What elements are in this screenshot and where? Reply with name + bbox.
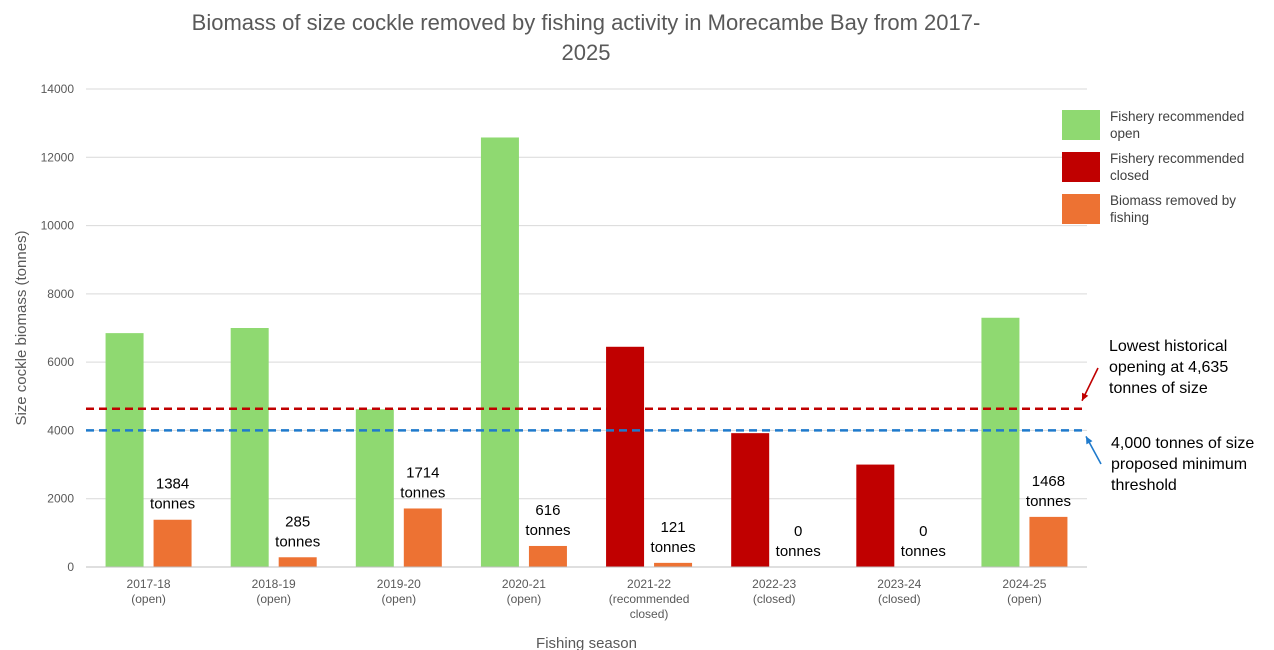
bars — [105, 137, 1068, 568]
legend-item-open: Fishery recommended open — [1062, 108, 1274, 144]
bar-biomass-2 — [355, 409, 394, 567]
x-tick-label-6-1: (closed) — [878, 592, 921, 606]
annotation-lowest-line-3: tonnes of size — [1109, 380, 1208, 397]
x-tick-label-0-0: 2017-18 — [127, 577, 171, 591]
legend-label-removed: Biomass removed by fishing — [1110, 193, 1237, 225]
y-axis-title: Size cockle biomass (tonnes) — [13, 230, 30, 425]
bar-biomass-5 — [731, 433, 770, 567]
bar-removed-7 — [1029, 516, 1068, 567]
bar-removed-3 — [528, 545, 567, 567]
legend-swatch-open — [1062, 110, 1100, 140]
annotation-lowest-line-2: opening at 4,635 — [1109, 359, 1229, 376]
data-label-removed-3-0: 616 — [535, 502, 560, 519]
data-label-removed-4-0: 121 — [661, 519, 686, 536]
data-labels: 1384 tonnes 285 tonnes 1714 tonnes 616 tonnes 12… — [150, 464, 1071, 560]
annotation-minimum-threshold: 4,000 tonnes of size proposed minimum th… — [1111, 433, 1254, 496]
legend-item-removed: Biomass removed by fishing — [1062, 192, 1274, 228]
data-label-removed-5-0: 0 — [794, 523, 802, 540]
data-label-removed-6-0: 0 — [919, 523, 927, 540]
data-label-removed-6-1: tonnes — [901, 543, 946, 560]
data-label-removed-1-1: tonnes — [275, 533, 320, 550]
data-label-removed-1-0: 285 — [285, 513, 310, 530]
y-tick-label-12000: 12000 — [41, 150, 75, 164]
data-label-removed-0-0: 1384 — [156, 476, 189, 493]
data-label-removed-3-1: tonnes — [525, 522, 570, 539]
bar-biomass-3 — [480, 137, 519, 568]
bar-removed-1 — [278, 557, 317, 567]
x-tick-label-2-0: 2019-20 — [377, 577, 421, 591]
y-tick-label-2000: 2000 — [47, 492, 74, 506]
x-tick-label-5-0: 2022-23 — [752, 577, 796, 591]
legend-swatch-closed — [1062, 152, 1100, 182]
y-tick-label-6000: 6000 — [47, 355, 74, 369]
y-tick-label-0: 0 — [67, 560, 74, 574]
x-tick-label-6-0: 2023-24 — [877, 577, 921, 591]
y-tick-label-14000: 14000 — [41, 82, 75, 96]
annotation-lowest-historical: Lowest historical opening at 4,635 tonne… — [1109, 336, 1228, 399]
bar-removed-0 — [153, 519, 192, 567]
data-label-removed-4-1: tonnes — [651, 539, 696, 556]
data-label-removed-7-1: tonnes — [1026, 493, 1071, 510]
x-tick-label-2-1: (open) — [381, 592, 416, 606]
bar-biomass-7 — [981, 317, 1020, 567]
x-tick-label-1-0: 2018-19 — [252, 577, 296, 591]
chart-title: Biomass of size cockle removed by fishin… — [86, 8, 1086, 68]
x-tick-label-1-1: (open) — [256, 592, 291, 606]
annotation-threshold-line-2: proposed minimum — [1111, 456, 1248, 473]
x-tick-label-0-1: (open) — [131, 592, 166, 606]
legend: Fishery recommended open Fishery recomme… — [1062, 108, 1274, 234]
x-tick-label-7-0: 2024-25 — [1002, 577, 1046, 591]
bar-removed-2 — [403, 508, 442, 567]
data-label-removed-2-1: tonnes — [400, 484, 445, 501]
data-label-removed-0-1: tonnes — [150, 496, 195, 513]
data-label-removed-2-0: 1714 — [406, 464, 439, 481]
annotation-arrow-head-0 — [1082, 392, 1089, 401]
legend-label-closed: Fishery recommended closed — [1110, 151, 1245, 183]
y-tick-label-8000: 8000 — [47, 287, 74, 301]
x-tick-label-3-0: 2020-21 — [502, 577, 546, 591]
annotation-threshold-line-3: threshold — [1111, 477, 1177, 494]
legend-swatch-removed — [1062, 194, 1100, 224]
x-tick-label-4-1: (recommended — [609, 592, 690, 606]
annotation-arrow-head-1 — [1086, 436, 1093, 445]
x-axis-title: Fishing season — [536, 635, 637, 650]
x-tick-label-4-2: closed) — [630, 607, 669, 621]
bar-biomass-6 — [856, 464, 895, 567]
bar-removed-4 — [654, 562, 693, 567]
bar-biomass-4 — [606, 346, 645, 567]
annotation-lowest-line-1: Lowest historical — [1109, 338, 1228, 355]
legend-label-open: Fishery recommended open — [1110, 109, 1245, 141]
data-label-removed-5-1: tonnes — [776, 543, 821, 560]
y-tick-label-4000: 4000 — [47, 423, 74, 437]
bar-biomass-1 — [230, 328, 269, 567]
chart-title-line-1: Biomass of size cockle removed by fishin… — [191, 10, 981, 35]
x-tick-label-7-1: (open) — [1007, 592, 1042, 606]
annotation-threshold-line-1: 4,000 tonnes of size — [1111, 435, 1255, 452]
bar-biomass-0 — [105, 333, 144, 567]
legend-item-closed: Fishery recommended closed — [1062, 150, 1274, 186]
chart-title-line-2: 2025 — [561, 40, 611, 65]
data-label-removed-7-0: 1468 — [1032, 473, 1065, 490]
x-tick-label-4-0: 2021-22 — [627, 577, 671, 591]
x-tick-label-5-1: (closed) — [753, 592, 796, 606]
reference-lines — [86, 367, 1102, 465]
x-tick-label-3-1: (open) — [507, 592, 542, 606]
axes: 020004000600080001000012000140002017-18(… — [13, 82, 1087, 650]
y-tick-label-10000: 10000 — [41, 219, 75, 233]
